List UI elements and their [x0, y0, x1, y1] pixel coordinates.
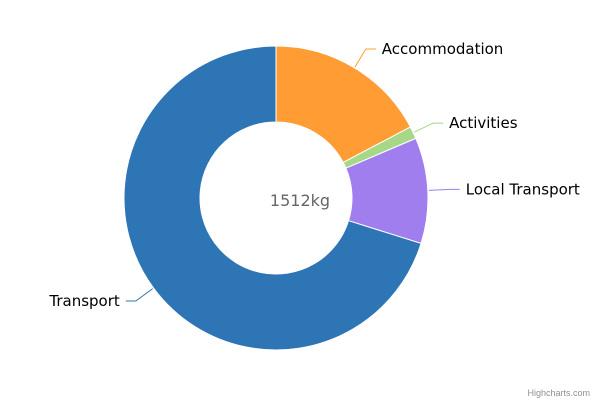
labels-group: Accommodation Activities Local Transport Tr… [48, 40, 580, 310]
credits-link[interactable]: Highcharts.com [527, 388, 590, 398]
label-local-transport: Local Transport [466, 180, 580, 198]
connector-local-transport [428, 188, 460, 191]
label-activities: Activities [449, 114, 518, 132]
connector-accommodation [354, 48, 376, 68]
connectors-group [125, 48, 460, 302]
slices-group [123, 45, 429, 351]
slice-accommodation[interactable] [275, 45, 412, 164]
label-transport: Transport [48, 292, 120, 310]
center-total-label: 1512kg [270, 191, 330, 210]
connector-activities [413, 122, 444, 133]
slice-transport[interactable] [123, 45, 422, 351]
label-accommodation: Accommodation [382, 40, 504, 58]
connector-transport [125, 288, 154, 302]
